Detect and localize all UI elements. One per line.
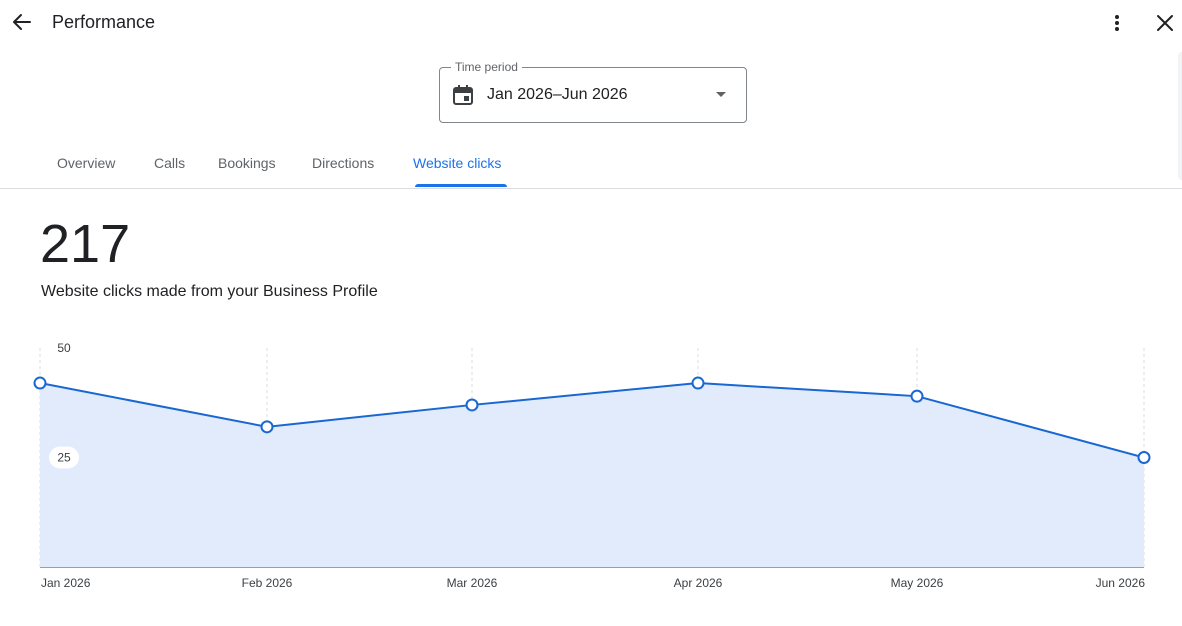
x-tick-label: May 2026 — [891, 576, 944, 590]
tab-overview[interactable]: Overview — [57, 155, 116, 171]
chart-area — [40, 383, 1144, 567]
calendar-icon — [453, 85, 473, 105]
data-point[interactable] — [260, 420, 274, 434]
y-tick-label-bg — [49, 446, 79, 469]
page-title: Performance — [52, 12, 156, 32]
chart-series-line — [39, 382, 1145, 459]
x-tick-label: Feb 2026 — [242, 576, 293, 590]
data-point[interactable] — [33, 376, 47, 390]
top-bar: Performance — [0, 0, 1182, 46]
tab-bookings[interactable]: Bookings — [218, 155, 276, 171]
active-tab-indicator — [415, 184, 507, 187]
x-tick-label: Apr 2026 — [674, 576, 723, 590]
tab-bar: Overview Calls Bookings Directions Websi… — [0, 140, 1182, 189]
y-tick-label: 50 — [57, 341, 71, 355]
tab-website-clicks[interactable]: Website clicks — [413, 155, 502, 171]
back-button[interactable] — [8, 8, 36, 36]
more-vert-icon — [1115, 15, 1119, 31]
time-period-label: Time period — [451, 60, 522, 74]
total-count: 217 — [40, 214, 131, 274]
chevron-down-icon — [716, 92, 726, 97]
x-tick-label: Jan 2026 — [41, 576, 91, 590]
close-icon — [1157, 15, 1173, 31]
data-point[interactable] — [691, 376, 705, 390]
data-point[interactable] — [465, 398, 479, 412]
time-period-value: Jan 2026–Jun 2026 — [487, 86, 628, 103]
x-tick-label: Jun 2026 — [1096, 576, 1146, 590]
data-point[interactable] — [1137, 451, 1151, 464]
tab-directions[interactable]: Directions — [312, 155, 375, 171]
website-clicks-chart: 50 25 Jan 2026 Feb 2026 Mar 2026 Apr 2026 May… — [33, 341, 1151, 590]
y-tick-label: 25 — [57, 451, 71, 465]
metric-description: Website clicks made from your Business P… — [41, 283, 378, 300]
x-tick-label: Mar 2026 — [447, 576, 498, 590]
time-period-select[interactable]: Time period Jan 2026–Jun 2026 — [439, 60, 747, 123]
data-point[interactable] — [910, 389, 924, 403]
arrow-back-icon — [13, 14, 31, 30]
tab-calls[interactable]: Calls — [154, 155, 186, 171]
side-panel-edge — [1178, 52, 1182, 180]
more-options-button[interactable] — [1104, 9, 1130, 37]
close-button[interactable] — [1151, 9, 1179, 37]
